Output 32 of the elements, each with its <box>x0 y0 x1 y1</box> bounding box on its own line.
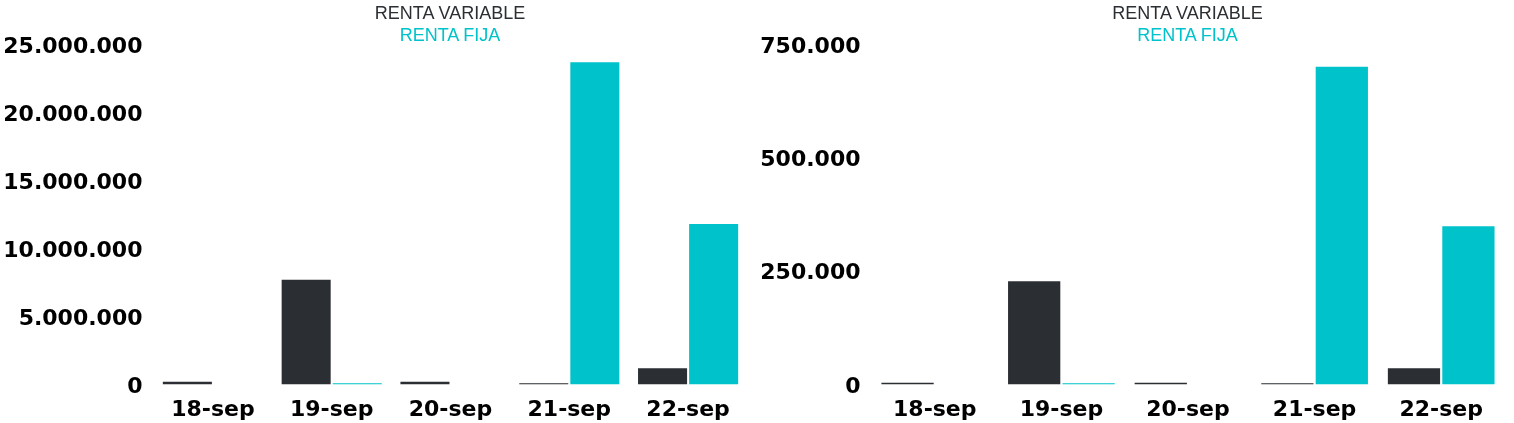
text: RENTA FIJA <box>1137 24 1238 45</box>
y-tick-label: 25.000.000 <box>3 32 143 58</box>
text: RENTA VARIABLE <box>1112 2 1263 23</box>
bar <box>1315 66 1368 385</box>
bar <box>1008 281 1061 385</box>
x-tick-label: 20-sep <box>1146 395 1230 421</box>
bar <box>638 368 688 385</box>
bar <box>281 279 331 385</box>
x-tick-label: 19-sep <box>289 395 374 421</box>
y-tick-label: 750.000 <box>760 32 861 58</box>
x-tick-label: 18-sep <box>893 395 977 421</box>
y-tick-label: 0 <box>845 372 861 398</box>
x-tick-label: 21-sep <box>527 395 612 421</box>
y-tick-label: 15.000.000 <box>3 168 143 194</box>
x-tick-label: 21-sep <box>1272 395 1357 421</box>
y-tick-label: 500.000 <box>760 145 861 171</box>
y-tick-label: 5.000.000 <box>18 304 143 330</box>
text: RENTA FIJA <box>399 24 501 45</box>
x-tick-label: 22-sep <box>646 395 730 421</box>
x-tick-label: 18-sep <box>171 395 255 421</box>
text: RENTA VARIABLE <box>374 2 526 23</box>
x-tick-label: 19-sep <box>1019 395 1104 421</box>
y-tick-label: 10.000.000 <box>3 236 143 262</box>
bar <box>1442 226 1495 385</box>
y-tick-label: 0 <box>127 372 143 398</box>
bar <box>570 62 620 385</box>
bar <box>689 224 739 385</box>
x-tick-label: 22-sep <box>1399 395 1483 421</box>
x-tick-label: 20-sep <box>408 395 493 421</box>
y-tick-label: 20.000.000 <box>3 100 143 126</box>
y-tick-label: 250.000 <box>760 259 861 285</box>
bar <box>1387 368 1441 385</box>
